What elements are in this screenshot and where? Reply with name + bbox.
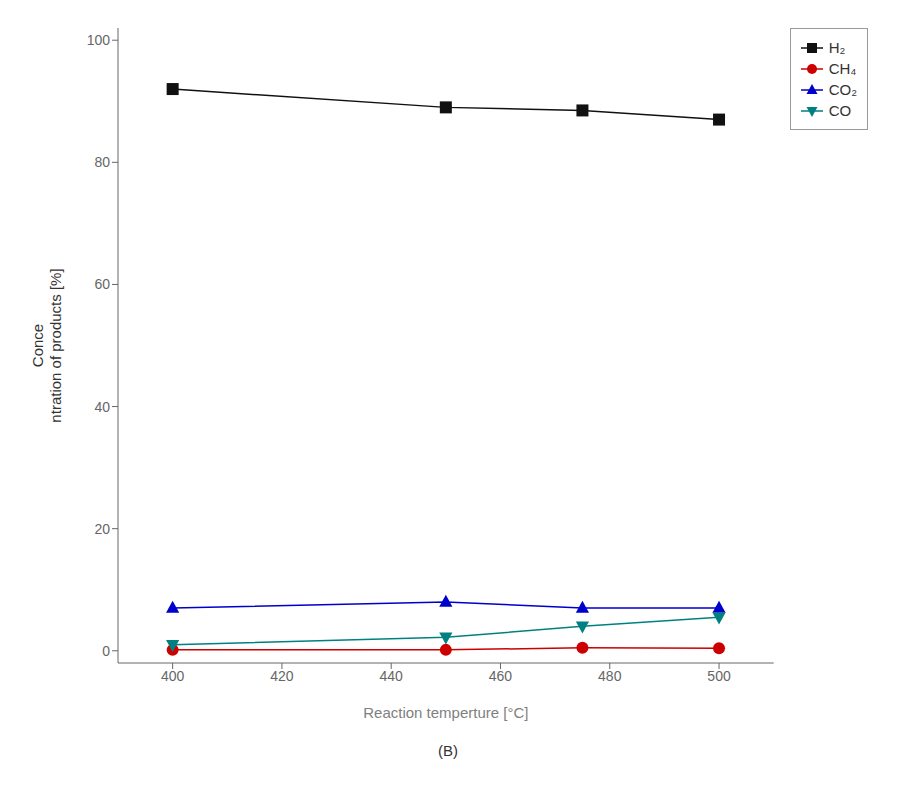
svg-text:480: 480 (598, 668, 622, 684)
svg-text:Reaction temperture [°C]: Reaction temperture [°C] (363, 704, 528, 721)
svg-text:100: 100 (87, 32, 111, 48)
svg-text:40: 40 (94, 399, 110, 415)
svg-text:60: 60 (94, 276, 110, 292)
html-text:CO: CO (828, 102, 852, 119)
html-text:CO₂: CO₂ (828, 81, 857, 98)
svg-text:400: 400 (161, 668, 185, 684)
svg-text:Concentration of products [%]: Concentration of products [%] (29, 268, 64, 422)
svg-text:500: 500 (707, 668, 731, 684)
svg-text:0: 0 (102, 643, 110, 659)
svg-text:440: 440 (380, 668, 404, 684)
svg-text:460: 460 (489, 668, 513, 684)
html-text:H₂: H₂ (828, 39, 846, 56)
html-text:CH₄: CH₄ (828, 60, 857, 77)
svg-text:80: 80 (94, 154, 110, 170)
svg-text:20: 20 (94, 521, 110, 537)
svg-text:420: 420 (270, 668, 294, 684)
html-text:(B): (B) (438, 742, 458, 759)
